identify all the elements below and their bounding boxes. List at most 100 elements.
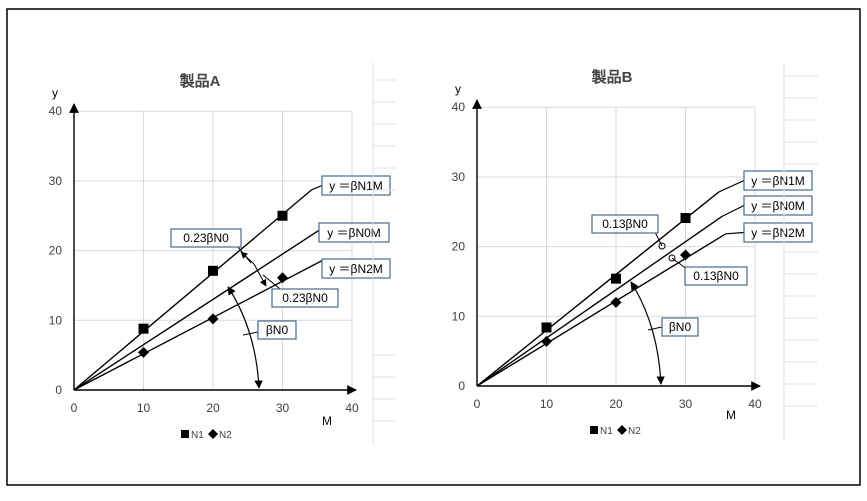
annotation-text: 0.13βN0 xyxy=(693,269,739,283)
point-n2 xyxy=(277,272,288,284)
tick-labels: 0 10 20 30 40 0 10 20 30 40 xyxy=(452,100,762,411)
line-labels: y ＝βN1M y ＝βN0M y ＝βN2M xyxy=(743,170,813,243)
fit-line-connector xyxy=(311,184,323,191)
faint-sheet-grid-b xyxy=(783,62,818,440)
legend: N1 N2 xyxy=(590,425,641,437)
legend-label: N1 xyxy=(191,430,204,441)
point-n1 xyxy=(138,323,149,334)
fit-line-label: y ＝βN0M xyxy=(318,222,390,243)
fit-line-label: y ＝βN2M xyxy=(743,222,813,243)
x-tick-label: 20 xyxy=(609,397,623,411)
annotations: 0.23βN0 0.23βN0 βN0 xyxy=(170,228,339,389)
legend-marker-n2 xyxy=(208,429,218,439)
chart-title: 製品B xyxy=(591,68,633,86)
legend-label: N1 xyxy=(600,426,613,437)
legend-marker-n2 xyxy=(617,425,627,435)
callout-leader xyxy=(647,326,663,331)
fit-line-label-text: y ＝βN2M xyxy=(751,226,805,240)
annotation-text: 0.23βN0 xyxy=(282,291,328,305)
point-n2 xyxy=(207,313,219,325)
y-axis-label: y xyxy=(455,82,461,96)
x-tick-label: 10 xyxy=(540,397,554,411)
y-tick-label: 0 xyxy=(55,383,62,397)
x-tick-label: 10 xyxy=(137,401,151,415)
fit-line-label: y ＝βN1M xyxy=(321,175,391,196)
y-tick-label: 20 xyxy=(452,240,466,254)
chart-product-b: 製品B y M 0 10 20 30 40 0 10 20 30 40 0.13βN0 0.13β… xyxy=(452,68,813,437)
legend-marker-n1 xyxy=(590,426,598,434)
fit-line-label-text: y ＝βN1M xyxy=(751,174,805,188)
chart-product-a: 製品A y M 0 10 20 30 40 0 10 20 30 40 0.23βN0 0.23β… xyxy=(49,72,391,441)
y-tick-label: 10 xyxy=(49,313,63,327)
x-tick-label: 30 xyxy=(276,401,290,415)
data-points xyxy=(541,213,691,347)
x-axis-label: M xyxy=(322,414,332,428)
fit-line xyxy=(73,189,313,391)
x-axis-label: M xyxy=(726,408,736,422)
point-n1 xyxy=(541,322,552,333)
axes xyxy=(472,99,761,391)
point-n1 xyxy=(208,265,218,276)
fit-line xyxy=(73,228,322,391)
fit-line-label: y ＝βN2M xyxy=(321,258,391,279)
annotation-text: 0.13βN0 xyxy=(602,217,648,231)
fit-line-connector xyxy=(725,231,745,235)
callout-leader xyxy=(654,231,663,247)
y-tick-label: 40 xyxy=(452,100,466,114)
line-labels: y ＝βN1M y ＝βN0M y ＝βN2M xyxy=(318,175,391,279)
x-tick-label: 30 xyxy=(679,397,693,411)
x-tick-label: 0 xyxy=(71,401,78,415)
point-n2 xyxy=(680,249,691,261)
y-tick-label: 20 xyxy=(49,244,63,258)
fit-line-label-text: y ＝βN2M xyxy=(329,262,383,276)
annotation-box-upper-deviation: 0.13βN0 xyxy=(591,214,659,234)
fit-line-connector xyxy=(718,179,745,193)
annotation-box-upper-deviation: 0.23βN0 xyxy=(170,228,242,248)
fit-line-connector xyxy=(722,204,745,217)
fit-line xyxy=(476,191,720,387)
point-n2 xyxy=(610,296,622,308)
annotation-text: 0.23βN0 xyxy=(183,231,229,245)
annotation-text: βN0 xyxy=(669,320,692,334)
y-tick-label: 10 xyxy=(452,309,466,323)
fit-line-label: y ＝βN0M xyxy=(743,195,813,216)
legend: N1 N2 xyxy=(181,429,232,441)
tick-labels: 0 10 20 30 40 0 10 20 30 40 xyxy=(49,104,359,415)
point-n1 xyxy=(611,273,621,284)
y-tick-label: 40 xyxy=(49,104,63,118)
axes xyxy=(69,103,357,395)
legend-label: N2 xyxy=(219,430,232,441)
annotation-box-angle: βN0 xyxy=(661,317,699,337)
legend-label: N2 xyxy=(628,426,641,437)
annotations: 0.13βN0 0.13βN0 βN0 xyxy=(591,214,748,385)
x-tick-label: 0 xyxy=(474,397,481,411)
annotation-text: βN0 xyxy=(266,323,289,337)
callout-leader xyxy=(242,331,259,336)
fit-line-label-text: y ＝βN0M xyxy=(327,226,381,240)
annotation-box-lower-deviation: 0.13βN0 xyxy=(684,266,748,286)
faint-sheet-grid-a xyxy=(372,62,396,445)
y-tick-label: 30 xyxy=(49,174,63,188)
y-axis-label: y xyxy=(52,86,58,100)
legend-marker-n1 xyxy=(181,430,189,438)
annotation-box-angle: βN0 xyxy=(257,320,297,340)
annotation-box-lower-deviation: 0.23βN0 xyxy=(271,288,339,308)
y-tick-label: 0 xyxy=(458,379,465,393)
fit-line-label-text: y ＝βN0M xyxy=(751,199,805,213)
fit-line-label-text: y ＝βN1M xyxy=(329,179,383,193)
point-n2 xyxy=(541,335,552,347)
x-tick-label: 20 xyxy=(206,401,220,415)
chart-title: 製品A xyxy=(179,72,221,90)
point-n1 xyxy=(680,213,691,224)
fit-line-label: y ＝βN1M xyxy=(743,170,813,191)
point-n2 xyxy=(138,346,149,358)
fit-line xyxy=(476,215,723,387)
deviation-arrow-lower xyxy=(253,263,267,287)
data-points xyxy=(138,210,288,358)
x-tick-label: 40 xyxy=(748,397,762,411)
x-tick-label: 40 xyxy=(345,401,359,415)
point-n1 xyxy=(277,210,288,221)
y-tick-label: 30 xyxy=(452,170,466,184)
